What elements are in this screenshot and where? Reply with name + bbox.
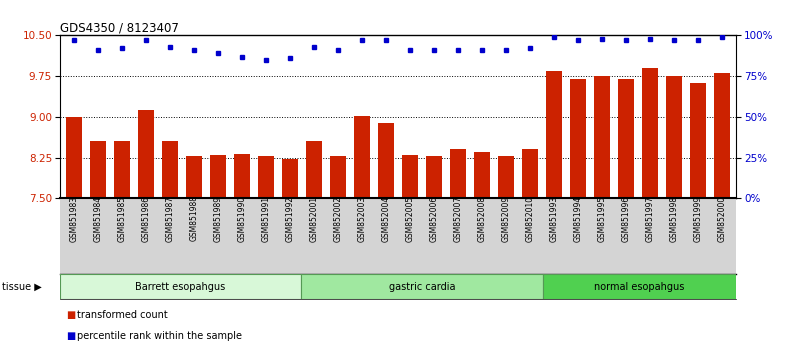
Bar	[689, 83, 706, 198]
Bar	[353, 116, 370, 198]
Bar	[426, 156, 443, 198]
Bar	[377, 123, 394, 198]
Bar	[521, 149, 538, 198]
Bar	[282, 159, 298, 198]
Text: tissue ▶: tissue ▶	[2, 282, 42, 292]
Bar	[138, 110, 154, 198]
Bar	[713, 73, 730, 198]
Text: normal esopahgus: normal esopahgus	[595, 282, 685, 292]
Bar	[66, 117, 83, 198]
Bar	[474, 152, 490, 198]
Bar	[114, 141, 131, 198]
Bar	[665, 76, 682, 198]
Bar	[545, 71, 562, 198]
Text: ■: ■	[66, 310, 76, 320]
Text: transformed count: transformed count	[77, 310, 168, 320]
Bar	[543, 274, 736, 299]
Text: Barrett esopahgus: Barrett esopahgus	[135, 282, 225, 292]
Bar	[594, 76, 611, 198]
Bar	[330, 156, 346, 198]
Text: percentile rank within the sample: percentile rank within the sample	[77, 331, 242, 341]
Text: ■: ■	[66, 331, 76, 341]
Bar	[570, 79, 587, 198]
Text: gastric cardia: gastric cardia	[389, 282, 455, 292]
Bar	[258, 156, 275, 198]
Bar	[618, 79, 634, 198]
Bar	[60, 274, 302, 299]
Bar	[642, 68, 658, 198]
Text: GDS4350 / 8123407: GDS4350 / 8123407	[60, 21, 178, 34]
Bar	[306, 141, 322, 198]
Bar	[162, 141, 178, 198]
Bar	[402, 155, 419, 198]
Bar	[302, 274, 543, 299]
Bar	[450, 149, 466, 198]
Bar	[185, 156, 202, 198]
Bar	[234, 154, 251, 198]
Bar	[209, 155, 226, 198]
Bar	[90, 141, 107, 198]
Bar	[498, 156, 514, 198]
